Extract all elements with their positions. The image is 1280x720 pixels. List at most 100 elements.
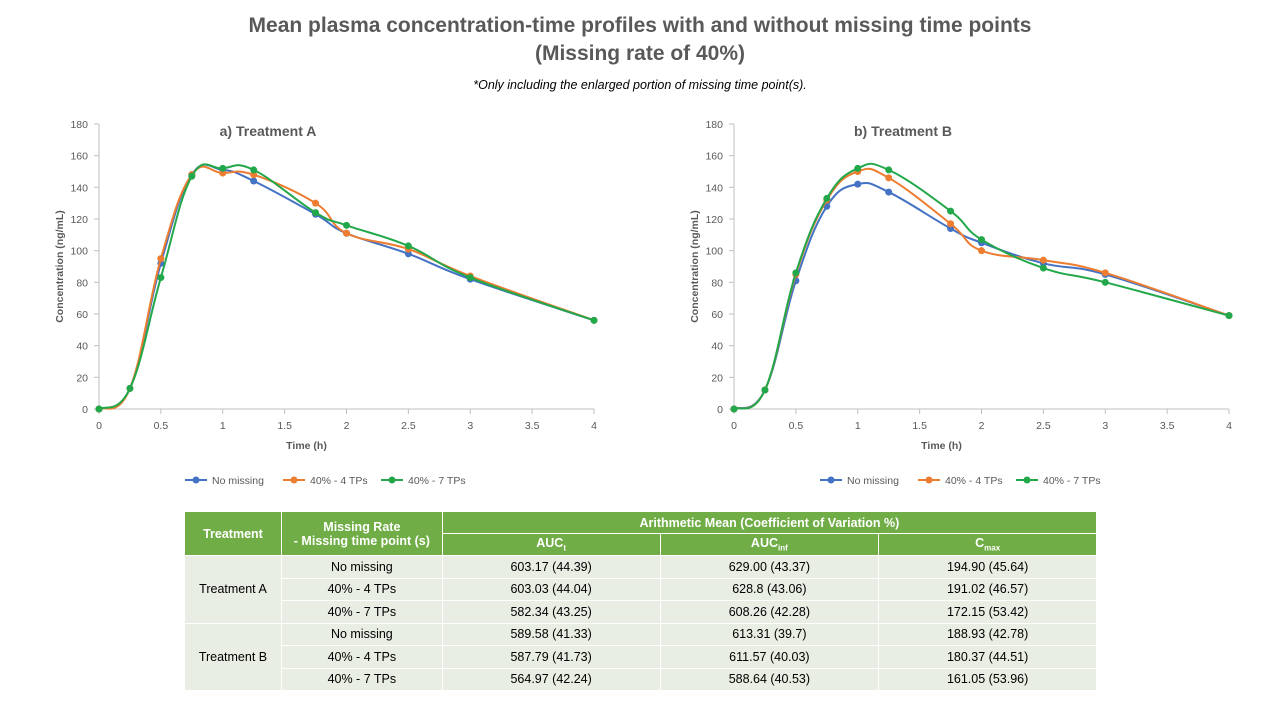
- data-point: [823, 194, 831, 202]
- y-tick-label: 160: [705, 151, 723, 163]
- y-tick-label: 180: [70, 119, 88, 131]
- data-point: [1101, 278, 1109, 286]
- data-point: [343, 229, 350, 237]
- data-point: [95, 405, 103, 413]
- data-point: [978, 236, 985, 244]
- legend-label: 40% - 7 TPs: [1043, 475, 1101, 487]
- x-tick-label: 0.5: [789, 420, 804, 432]
- x-tick-label: 0: [96, 420, 102, 432]
- header-cmax-main: C: [975, 536, 985, 551]
- data-point: [947, 207, 955, 215]
- series-line: [98, 163, 595, 410]
- missing-cell: 40% - 7 TPs: [280, 600, 443, 624]
- cmax-cell: 172.15 (53.42): [878, 600, 1097, 624]
- x-tick-label: 4: [1226, 420, 1232, 432]
- x-tick-label: 3.5: [1160, 420, 1175, 432]
- legend-label: 40% - 7 TPs: [408, 475, 466, 487]
- data-point: [885, 166, 893, 174]
- data-point: [188, 172, 196, 180]
- data-point: [466, 274, 474, 282]
- x-axis-label: Time (h): [921, 440, 962, 452]
- cmax-cell: 161.05 (53.96): [878, 667, 1097, 691]
- aucinf-cell: 613.31 (39.7): [659, 622, 880, 646]
- series-line: [733, 167, 1230, 410]
- header-auct-sub: t: [563, 543, 567, 553]
- data-point: [854, 180, 862, 188]
- x-tick-label: 2.5: [1036, 420, 1051, 432]
- y-axis-label: Concentration (ng/mL): [689, 210, 701, 323]
- aucinf-cell: 628.8 (43.06): [659, 577, 880, 601]
- data-point: [126, 384, 134, 392]
- data-point: [219, 164, 227, 172]
- data-point: [1101, 269, 1109, 277]
- header-arithmetic-mean: Arithmetic Mean (Coefficient of Variatio…: [441, 511, 1098, 534]
- y-tick-label: 60: [76, 309, 88, 321]
- missing-cell: 40% - 7 TPs: [280, 667, 443, 691]
- y-tick-label: 20: [711, 372, 723, 384]
- y-tick-label: 80: [76, 277, 88, 289]
- x-tick-label: 2: [979, 420, 985, 432]
- y-tick-label: 100: [70, 246, 88, 258]
- treatment-cell: Treatment A: [184, 555, 282, 624]
- aucinf-cell: 588.64 (40.53): [659, 667, 880, 691]
- header-missing-line-1: Missing Rate: [323, 519, 401, 534]
- x-tick-label: 3.5: [525, 420, 540, 432]
- x-tick-label: 3: [1102, 420, 1108, 432]
- header-treatment: Treatment: [184, 511, 282, 556]
- cmax-cell: 188.93 (42.78): [878, 622, 1097, 646]
- x-tick-label: 2: [344, 420, 350, 432]
- series-line: [733, 162, 1230, 410]
- legend-swatch-marker: [827, 476, 835, 484]
- auct-cell: 582.34 (43.25): [441, 600, 661, 624]
- data-point: [1225, 312, 1233, 320]
- cmax-cell: 191.02 (46.57): [878, 577, 1097, 601]
- header-aucinf: AUCinf: [659, 533, 880, 556]
- chart-treatment-a: 0 0.5 1 1.5 2 2.5 3 3.5 402040608010012014016018…: [54, 119, 598, 487]
- data-point: [157, 255, 165, 263]
- y-tick-label: 40: [711, 341, 723, 353]
- data-point: [312, 199, 320, 207]
- x-tick-label: 1: [855, 420, 861, 432]
- legend-swatch-marker: [925, 476, 933, 484]
- y-tick-label: 0: [82, 404, 88, 416]
- data-point: [250, 177, 258, 185]
- page-title: Mean plasma concentration-time profiles …: [0, 12, 1280, 68]
- y-tick-label: 60: [711, 309, 723, 321]
- data-point: [947, 220, 955, 228]
- legend-label: 40% - 4 TPs: [310, 475, 368, 487]
- x-axis-label: Time (h): [286, 440, 327, 452]
- x-tick-label: 1.5: [277, 420, 292, 432]
- x-tick-label: 0: [731, 420, 737, 432]
- data-point: [730, 405, 738, 413]
- data-point: [761, 386, 769, 394]
- data-point: [590, 316, 598, 324]
- cmax-cell: 180.37 (44.51): [878, 645, 1097, 669]
- table-row: Treatment A No missing 603.17 (44.39) 62…: [184, 555, 1097, 624]
- data-point: [157, 274, 165, 282]
- aucinf-cell: 629.00 (43.37): [659, 555, 880, 579]
- cmax-cell: 194.90 (45.64): [878, 555, 1097, 579]
- data-point: [978, 247, 985, 255]
- header-aucinf-main: AUC: [750, 536, 779, 551]
- chart-treatment-b: 0 0.5 1 1.5 2 2.5 3 3.5 402040608010012014016018…: [689, 119, 1233, 487]
- series-line: [98, 163, 595, 410]
- title-line-2: (Missing rate of 40%): [534, 42, 746, 65]
- auct-cell: 587.79 (41.73): [441, 645, 661, 669]
- x-tick-label: 1.5: [912, 420, 927, 432]
- data-point: [250, 166, 258, 174]
- table-row: Treatment B No missing 589.58 (41.33) 61…: [184, 622, 1097, 691]
- legend-label: 40% - 4 TPs: [945, 475, 1003, 487]
- auct-cell: 589.58 (41.33): [441, 622, 661, 646]
- results-table: Treatment Missing Rate - Missing time po…: [184, 511, 1098, 691]
- x-tick-label: 4: [591, 420, 597, 432]
- y-tick-label: 140: [705, 182, 723, 194]
- legend-label: No missing: [847, 475, 899, 487]
- series-line: [98, 165, 595, 410]
- chart-title: a) Treatment A: [220, 123, 317, 139]
- header-missing-rate: Missing Rate - Missing time point (s): [280, 511, 443, 556]
- data-point: [885, 174, 893, 182]
- title-line-1: Mean plasma concentration-time profiles …: [248, 14, 1032, 37]
- data-point: [1039, 264, 1047, 272]
- legend-swatch-marker: [1023, 476, 1031, 484]
- y-tick-label: 120: [70, 214, 88, 226]
